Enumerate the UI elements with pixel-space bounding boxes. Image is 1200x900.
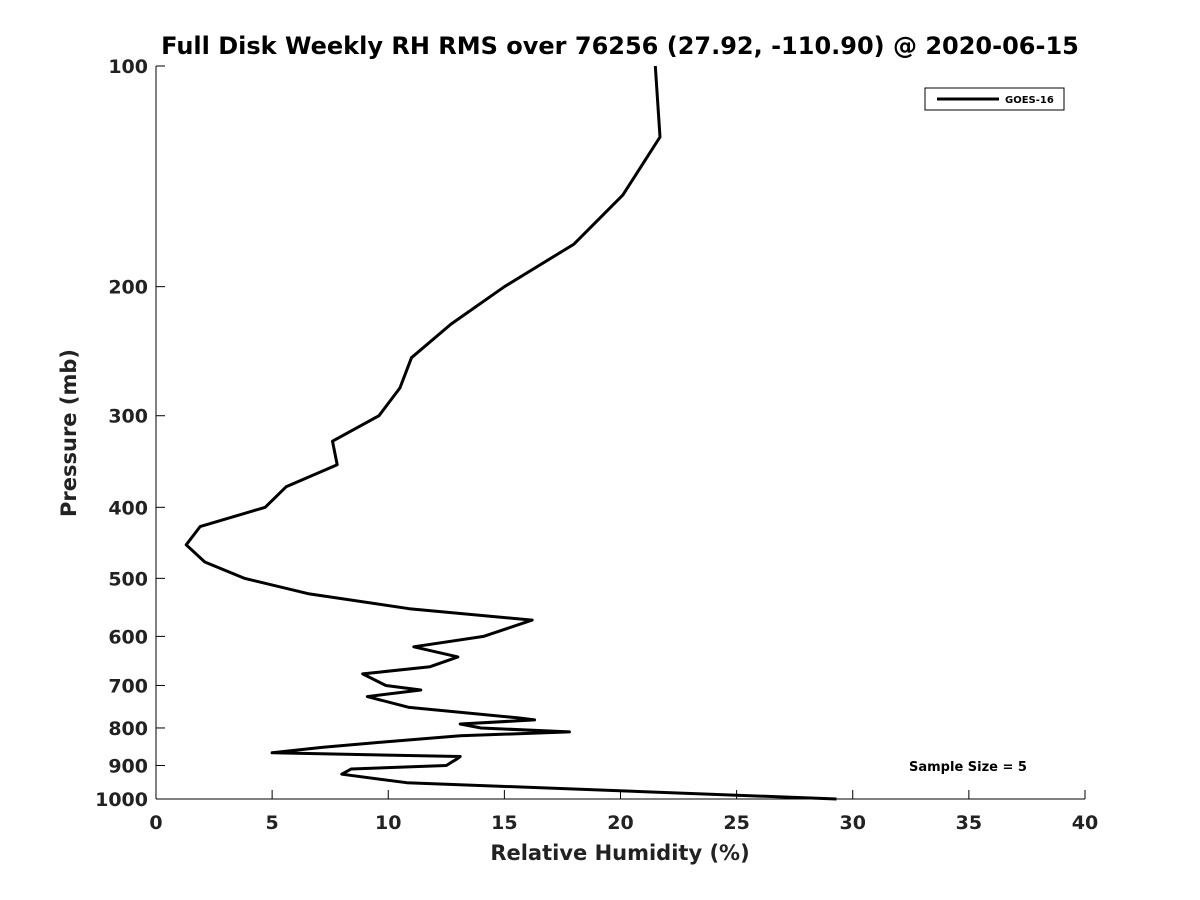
x-tick-label: 40: [1072, 812, 1098, 834]
y-tick-label: 100: [108, 56, 148, 78]
y-tick-label: 600: [108, 626, 148, 648]
plot-axes: [155, 66, 1085, 800]
x-axis-ticks: 0 5 10 15 20 25 30 35 40: [149, 790, 1098, 834]
sample-size-annotation: Sample Size = 5: [909, 760, 1027, 775]
x-tick-label: 5: [266, 812, 279, 834]
x-tick-label: 10: [375, 812, 401, 834]
y-tick-label: 1000: [95, 789, 148, 811]
y-tick-label: 400: [108, 497, 148, 519]
y-tick-label: 800: [108, 718, 148, 740]
x-tick-label: 30: [840, 812, 866, 834]
x-axis-label: Relative Humidity (%): [490, 841, 749, 865]
legend-entry-goes-16: GOES-16: [1005, 95, 1054, 106]
x-tick-label: 15: [491, 812, 517, 834]
x-tick-label: 0: [149, 812, 162, 834]
legend: GOES-16: [924, 87, 1065, 111]
y-tick-label: 700: [108, 675, 148, 697]
y-axis-label: Pressure (mb): [57, 349, 81, 517]
y-tick-label: 200: [108, 277, 148, 299]
y-tick-label: 500: [108, 568, 148, 590]
chart-title: Full Disk Weekly RH RMS over 76256 (27.9…: [161, 32, 1079, 60]
series-line-goes-16: [184, 65, 837, 801]
y-tick-label: 300: [108, 406, 148, 428]
y-tick-label: 900: [108, 755, 148, 777]
x-tick-label: 20: [607, 812, 633, 834]
y-axis-ticks: 100 200 300 400 500 600 700 800 900 1000: [95, 56, 165, 811]
x-tick-label: 25: [723, 812, 749, 834]
x-tick-label: 35: [956, 812, 982, 834]
